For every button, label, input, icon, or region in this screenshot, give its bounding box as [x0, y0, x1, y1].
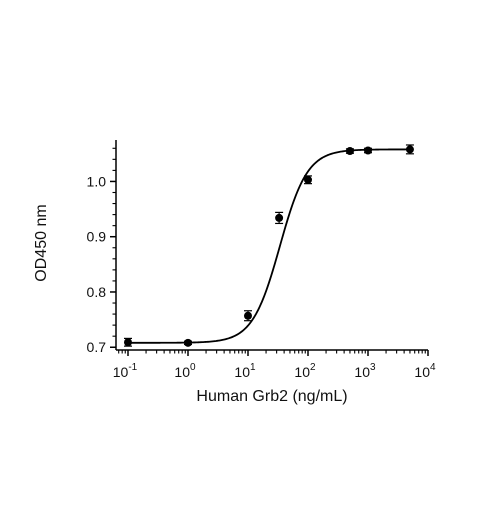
data-point: [405, 144, 414, 155]
point-marker: [275, 213, 284, 222]
x-tick-exponent: -1: [128, 362, 137, 373]
point-marker: [405, 145, 414, 154]
x-tick-base: 10: [113, 364, 129, 380]
data-point: [123, 337, 132, 347]
y-tick-label: 0.7: [87, 339, 107, 355]
y-axis-title: OD450 nm: [33, 204, 50, 281]
data-points: [123, 144, 414, 347]
x-tick-label: 103: [354, 362, 376, 380]
point-marker: [363, 146, 372, 155]
x-tick-exponent: 0: [190, 362, 196, 373]
x-tick-base: 10: [234, 364, 250, 380]
x-tick-base: 10: [294, 364, 310, 380]
point-marker: [345, 147, 354, 156]
data-point: [363, 146, 372, 155]
y-tick-label: 0.9: [87, 229, 107, 245]
x-tick-exponent: 4: [430, 362, 436, 373]
y-tick-label: 1.0: [87, 173, 107, 189]
x-tick-label: 102: [294, 362, 316, 380]
data-point: [303, 175, 312, 185]
fit-curve: [128, 148, 410, 344]
x-tick-exponent: 1: [250, 362, 256, 373]
x-axis-title: Human Grb2 (ng/mL): [196, 388, 347, 405]
fit-curve-layer: [128, 148, 410, 344]
data-point: [243, 310, 252, 322]
data-point: [183, 338, 192, 347]
x-tick-label: 101: [234, 362, 256, 380]
x-tick-base: 10: [174, 364, 190, 380]
x-tick-label: 10-1: [113, 362, 138, 380]
x-tick-label: 100: [174, 362, 196, 380]
point-marker: [303, 175, 312, 184]
x-tick-base: 10: [414, 364, 430, 380]
x-tick-label: 104: [414, 362, 436, 380]
x-tick-exponent: 3: [370, 362, 376, 373]
x-tick-base: 10: [354, 364, 370, 380]
point-marker: [183, 338, 192, 347]
point-marker: [123, 338, 132, 347]
data-point: [345, 147, 354, 156]
point-marker: [243, 311, 252, 320]
data-point: [275, 211, 284, 225]
x-tick-exponent: 2: [310, 362, 316, 373]
y-tick-label: 0.8: [87, 284, 107, 300]
